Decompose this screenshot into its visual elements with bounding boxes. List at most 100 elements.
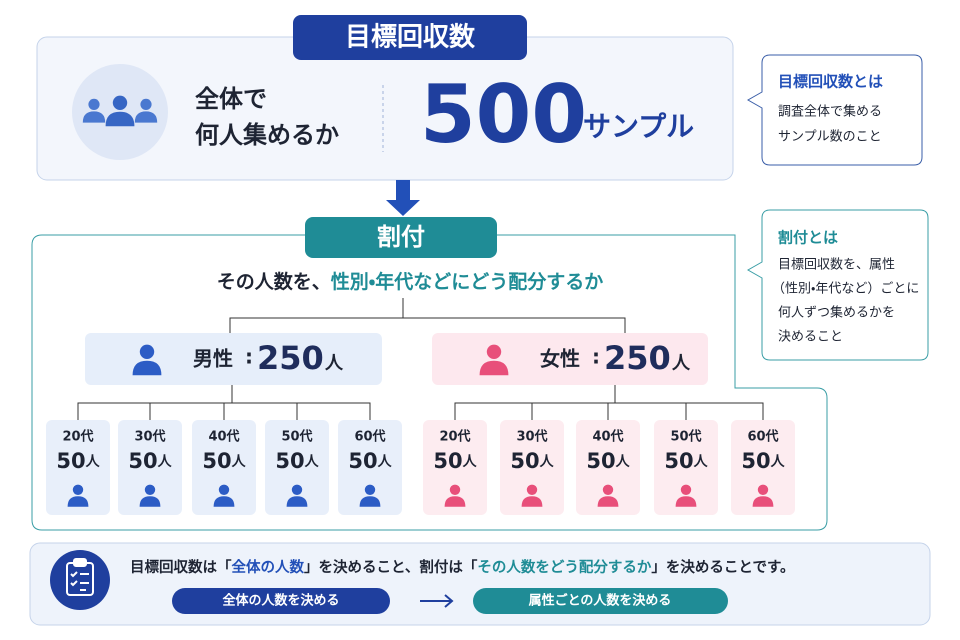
age-unit: 人: [85, 454, 101, 470]
age-count: 50: [56, 449, 85, 473]
age-count-text: 50人: [202, 449, 246, 473]
down-arrow: [386, 180, 420, 216]
age-label: 40代: [592, 429, 623, 445]
question-lead: その人数を、: [217, 270, 331, 293]
age-unit: 人: [615, 454, 631, 470]
allocation-note-title: 割付とは: [778, 229, 838, 247]
age-cell: [500, 420, 564, 515]
age-count: 50: [202, 449, 231, 473]
age-unit: 人: [304, 454, 320, 470]
allocation-title-pill: [305, 217, 497, 258]
allocation-note-line: 目標回収数を、属性: [778, 258, 895, 273]
age-count-text: 50人: [56, 449, 100, 473]
group-separator: :: [245, 345, 253, 369]
target-title-pill: [293, 15, 527, 60]
age-cell: [192, 420, 256, 515]
question-highlight: 性別・年代などにどう配分するか: [331, 270, 603, 293]
target-note-line: 調査全体で集める: [778, 104, 882, 120]
age-label: 40代: [208, 429, 239, 445]
age-count-text: 50人: [741, 449, 785, 473]
age-count: 50: [510, 449, 539, 473]
age-count: 50: [741, 449, 770, 473]
age-count: 50: [348, 449, 377, 473]
footer-text: 」を決めること、割付は「: [304, 558, 478, 576]
age-count-text: 50人: [433, 449, 477, 473]
allocation-title: 割付: [377, 223, 425, 251]
allocation-note-box: [746, 209, 929, 361]
age-count-text: 50人: [348, 449, 392, 473]
age-count-text: 50人: [275, 449, 319, 473]
age-unit: 人: [539, 454, 555, 470]
group-unit: 人: [324, 353, 344, 374]
age-cell: [118, 420, 182, 515]
age-cell: [338, 420, 402, 515]
age-count: 50: [586, 449, 615, 473]
age-count-text: 50人: [510, 449, 554, 473]
tree-line: [229, 298, 626, 334]
age-cell: [46, 420, 110, 515]
group-count: 250: [257, 339, 324, 377]
right-pill: [473, 588, 728, 614]
tree-line: [454, 385, 764, 420]
age-unit: 人: [693, 454, 709, 470]
age-label: 50代: [281, 429, 312, 445]
age-label: 30代: [134, 429, 165, 445]
age-count: 50: [128, 449, 157, 473]
allocation-note-line: 何人ずつ集めるかを: [778, 305, 895, 321]
age-unit: 人: [770, 454, 786, 470]
age-cell: [731, 420, 795, 515]
group-label: 男性: [193, 347, 233, 371]
footer-box: [29, 542, 931, 626]
groups: 男性:250 人20代50人30代50人40代50人50代50人60代50人女性:…: [46, 333, 795, 515]
footer-arrow: [420, 594, 454, 608]
allocation-note-line: 決めること: [778, 330, 843, 345]
age-cell: [423, 420, 487, 515]
tree-line: [77, 385, 371, 420]
age-count-text: 50人: [664, 449, 708, 473]
target-note-line: サンプル数のこと: [778, 130, 882, 145]
footer-text: 」を決めることです。: [651, 558, 794, 576]
footer-sentence: 目標回収数は「全体の人数」を決めること、割付は「その人数をどう配分するか」を決め…: [130, 558, 795, 576]
age-unit: 人: [377, 454, 393, 470]
age-count: 50: [433, 449, 462, 473]
clipboard-icon-bg: [50, 550, 110, 610]
group-separator: :: [592, 345, 600, 369]
age-cell: [576, 420, 640, 515]
age-unit: 人: [157, 454, 173, 470]
left-pill-label: 全体の人数を決める: [222, 593, 339, 609]
age-count: 50: [275, 449, 304, 473]
age-unit: 人: [231, 454, 247, 470]
target-question: 何人集めるか: [195, 121, 339, 149]
left-pill: [172, 588, 390, 614]
target-question: 全体で: [195, 85, 267, 113]
group-count: 250: [604, 339, 671, 377]
age-cell: [265, 420, 329, 515]
age-label: 50代: [670, 429, 701, 445]
clipboard-icon: [66, 558, 94, 596]
footer-text: 目標回収数は「: [130, 558, 232, 576]
age-label: 60代: [354, 429, 385, 445]
age-unit: 人: [462, 454, 478, 470]
age-count-text: 50人: [586, 449, 630, 473]
age-cell: [654, 420, 718, 515]
allocation-question: その人数を、性別・年代などにどう配分するか: [217, 270, 603, 293]
allocation-note-line: （性別・年代など）ごとに: [772, 281, 919, 297]
target-note-box: [746, 54, 923, 166]
target-number: 500: [420, 68, 587, 161]
age-count: 50: [664, 449, 693, 473]
age-label: 60代: [747, 429, 778, 445]
target-title: 目標回収数: [345, 23, 476, 53]
age-label: 20代: [62, 429, 93, 445]
group-unit: 人: [671, 353, 691, 374]
right-pill-label: 属性ごとの人数を決める: [529, 593, 672, 609]
target-unit: サンプル: [583, 110, 694, 143]
target-note-title: 目標回収数とは: [778, 73, 883, 91]
group-label: 女性: [540, 347, 580, 371]
age-count-text: 50人: [128, 449, 172, 473]
age-label: 20代: [439, 429, 470, 445]
age-label: 30代: [516, 429, 547, 445]
footer-highlight: 全体の人数: [232, 558, 305, 576]
footer-highlight: その人数をどう配分するか: [477, 558, 651, 576]
